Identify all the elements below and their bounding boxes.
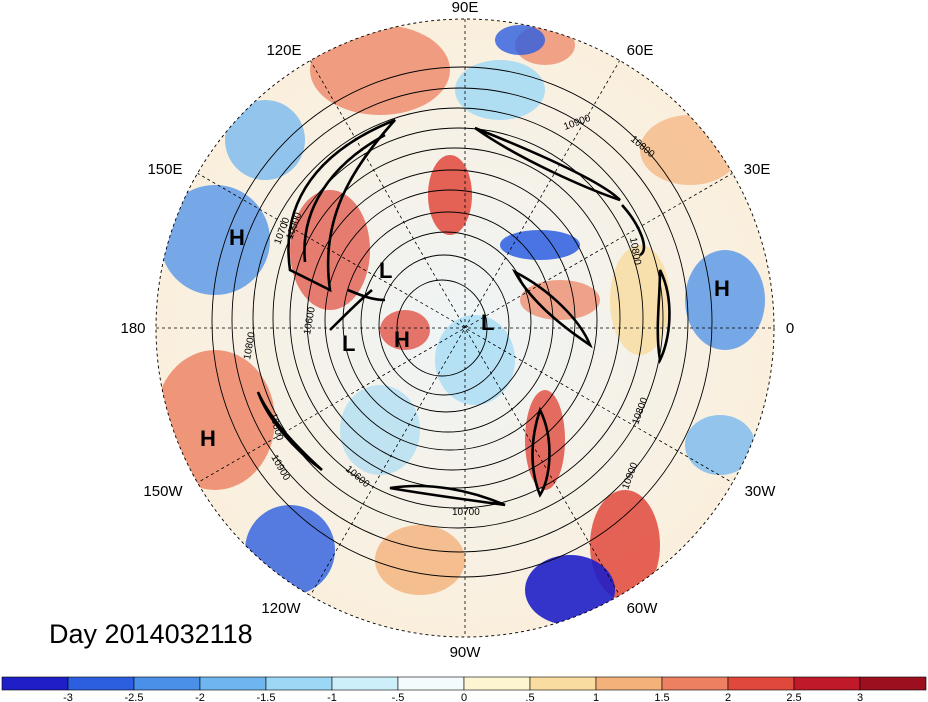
low-pressure-label: L xyxy=(481,310,494,335)
colorbar-tick-label: 3 xyxy=(857,692,863,702)
colorbar-swatch xyxy=(793,676,861,691)
jet-contours xyxy=(256,118,671,507)
colorbar-swatch xyxy=(859,676,927,691)
graticule xyxy=(156,19,774,637)
colorbar-tick-label: 2.5 xyxy=(786,692,801,702)
high-pressure-label: H xyxy=(200,426,216,451)
colorbar-swatch xyxy=(265,676,333,691)
contour-label: 10600 xyxy=(302,306,318,336)
lon-label-30e: 30E xyxy=(744,161,771,178)
colorbar-tick-label: -.5 xyxy=(392,692,405,702)
colorbar-swatch xyxy=(331,676,399,691)
colorbar-tick-label: .5 xyxy=(525,692,534,702)
map-boundary xyxy=(155,18,775,638)
contour-label: 10800 xyxy=(627,237,643,267)
lon-label-150w: 150W xyxy=(143,483,183,500)
colorbar-swatch xyxy=(1,676,69,691)
lon-label-30w: 30W xyxy=(745,483,777,500)
colorbar-tick-label: -1 xyxy=(327,692,337,702)
lon-label-120w: 120W xyxy=(261,600,301,617)
lon-label-150e: 150E xyxy=(147,161,182,178)
colorbar: -3 -2.5 -2 -1.5 -1 -.5 0 .5 1 1.5 2 2.5 3 xyxy=(1,676,927,702)
lon-label-90w: 90W xyxy=(450,644,482,660)
colorbar-swatch xyxy=(67,676,135,691)
high-pressure-label: H xyxy=(229,225,245,250)
contour-label: 10700 xyxy=(452,507,480,518)
high-pressure-label: H xyxy=(714,276,730,301)
high-pressure-label: H xyxy=(394,327,410,352)
colorbar-tick-label: -2.5 xyxy=(125,692,144,702)
contour-label: 10800 xyxy=(242,331,258,361)
colorbar-swatch xyxy=(199,676,267,691)
colorbar-tick-label: 1.5 xyxy=(654,692,669,702)
lon-label-60e: 60E xyxy=(627,42,654,59)
colorbar-tick-label: -1.5 xyxy=(257,692,276,702)
colorbar-tick-label: -2 xyxy=(195,692,205,702)
colorbar-ticks: -3 -2.5 -2 -1.5 -1 -.5 0 .5 1 1.5 2 2.5 3 xyxy=(63,692,863,702)
colorbar-swatch xyxy=(595,676,663,691)
lon-label-180: 180 xyxy=(120,320,145,337)
colorbar-swatch xyxy=(727,676,795,691)
colorbar-swatch xyxy=(529,676,597,691)
polar-map: 90E 60E 120E 150E 30E 180 0 150W 30W 120… xyxy=(120,0,794,660)
lon-label-0: 0 xyxy=(786,320,794,337)
colorbar-swatch xyxy=(397,676,465,691)
height-contours xyxy=(211,66,713,578)
low-pressure-label: L xyxy=(379,258,392,283)
lon-label-60w: 60W xyxy=(627,600,659,617)
lon-label-120e: 120E xyxy=(266,42,301,59)
colorbar-swatches xyxy=(1,676,927,691)
colorbar-tick-label: 2 xyxy=(725,692,731,702)
date-title: Day 2014032118 xyxy=(49,619,253,649)
colorbar-tick-label: -3 xyxy=(63,692,73,702)
colorbar-tick-label: 1 xyxy=(593,692,599,702)
lon-label-90e: 90E xyxy=(452,0,479,16)
low-pressure-label: L xyxy=(342,331,355,356)
colorbar-tick-label: 0 xyxy=(461,692,467,702)
colorbar-swatch xyxy=(133,676,201,691)
colorbar-swatch xyxy=(661,676,729,691)
colorbar-swatch xyxy=(463,676,531,691)
